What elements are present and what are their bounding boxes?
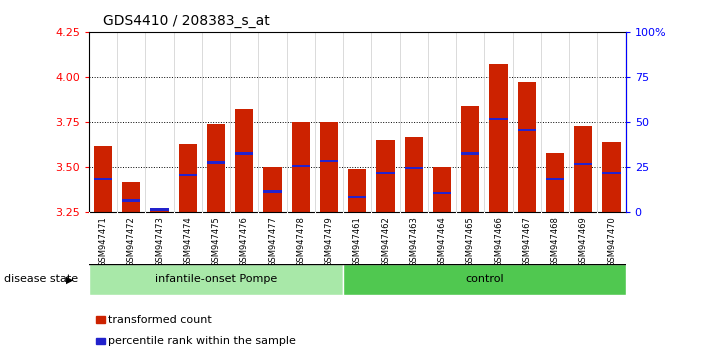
Bar	[433, 167, 451, 212]
Text: infantile-onset Pompe: infantile-onset Pompe	[155, 274, 277, 284]
Text: disease state: disease state	[4, 274, 77, 284]
Bar	[376, 172, 395, 175]
Bar	[89, 264, 343, 295]
Bar	[207, 161, 225, 164]
Bar	[320, 160, 338, 162]
Bar	[405, 167, 423, 169]
Text: GDS4410 / 208383_s_at: GDS4410 / 208383_s_at	[103, 14, 270, 28]
Bar	[348, 169, 366, 212]
Text: control: control	[465, 274, 503, 284]
Text: GSM947470: GSM947470	[607, 217, 616, 267]
Text: GSM947464: GSM947464	[437, 217, 447, 267]
Text: GSM947466: GSM947466	[494, 217, 503, 267]
Bar	[546, 153, 565, 212]
Bar	[405, 137, 423, 212]
Bar	[602, 142, 621, 212]
Bar	[263, 167, 282, 212]
Bar	[546, 178, 565, 180]
Bar	[376, 140, 395, 212]
Text: GSM947468: GSM947468	[550, 217, 560, 267]
Text: GSM947461: GSM947461	[353, 217, 362, 267]
Bar	[461, 106, 479, 212]
Bar	[150, 209, 169, 212]
Text: GSM947463: GSM947463	[410, 217, 418, 267]
Text: GSM947476: GSM947476	[240, 217, 249, 267]
Bar	[518, 82, 536, 212]
Bar	[461, 153, 479, 155]
Text: percentile rank within the sample: percentile rank within the sample	[109, 336, 296, 346]
Bar	[122, 182, 141, 212]
Bar	[433, 192, 451, 194]
Bar	[489, 64, 508, 212]
Bar	[235, 153, 253, 155]
Bar	[343, 264, 626, 295]
Text: GSM947475: GSM947475	[211, 217, 220, 267]
Text: transformed count: transformed count	[109, 315, 213, 325]
Bar	[178, 144, 197, 212]
Bar	[292, 122, 310, 212]
Text: GSM947478: GSM947478	[296, 217, 305, 267]
Bar	[574, 163, 592, 165]
Bar	[518, 129, 536, 131]
Text: GSM947477: GSM947477	[268, 217, 277, 267]
Bar	[235, 109, 253, 212]
Bar	[602, 172, 621, 175]
Text: GSM947474: GSM947474	[183, 217, 192, 267]
Bar	[207, 124, 225, 212]
Bar	[320, 122, 338, 212]
Text: ▶: ▶	[66, 274, 74, 284]
Bar	[122, 199, 141, 201]
Text: GSM947473: GSM947473	[155, 217, 164, 267]
Bar	[348, 196, 366, 198]
Bar	[150, 209, 169, 211]
Bar	[263, 190, 282, 193]
Text: GSM947469: GSM947469	[579, 217, 588, 267]
Text: GSM947471: GSM947471	[99, 217, 107, 267]
Bar	[94, 178, 112, 180]
Bar	[94, 145, 112, 212]
Bar	[292, 165, 310, 167]
Bar	[574, 126, 592, 212]
Text: GSM947479: GSM947479	[324, 217, 333, 267]
Text: GSM947472: GSM947472	[127, 217, 136, 267]
Text: GSM947462: GSM947462	[381, 217, 390, 267]
Bar	[489, 118, 508, 120]
Text: GSM947467: GSM947467	[523, 217, 531, 267]
Text: GSM947465: GSM947465	[466, 217, 475, 267]
Bar	[178, 174, 197, 176]
